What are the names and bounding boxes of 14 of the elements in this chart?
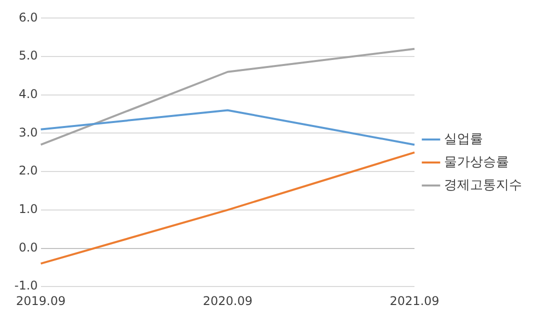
- legend-label: 경제고통지수: [444, 178, 522, 193]
- x-tick-label: 2019.09: [16, 294, 66, 308]
- y-tick-label: 5.0: [18, 48, 38, 63]
- y-tick-label: 3.0: [18, 125, 38, 140]
- y-tick-label: 0.0: [18, 240, 38, 254]
- y-tick-label: 4.0: [18, 87, 38, 102]
- y-tick-label: -1.0: [14, 278, 38, 293]
- x-tick-label: 2021.09: [390, 294, 440, 308]
- legend-label: 물가상승률: [444, 154, 509, 170]
- legend-label: 실업률: [444, 132, 483, 147]
- y-tick-label: 1.0: [18, 202, 38, 216]
- y-tick-label: 6.0: [18, 10, 38, 24]
- y-tick-label: 2.0: [18, 164, 38, 178]
- x-tick-label: 2020.09: [202, 294, 252, 308]
